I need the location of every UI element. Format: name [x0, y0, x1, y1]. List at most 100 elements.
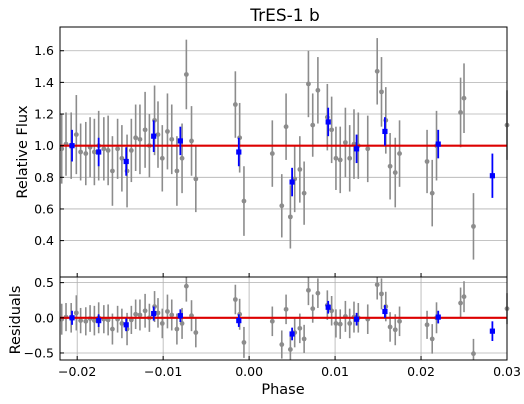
binned-residual-point-11 [489, 328, 495, 334]
raw-residual-point-39 [301, 336, 307, 342]
flux-y-tick-label-0: 0.4 [34, 233, 54, 248]
residuals-raw-series [59, 277, 510, 360]
residuals-axes-frame [59, 276, 508, 361]
raw-residual-point-36 [287, 347, 293, 352]
residuals-y-axis-label: Residuals [8, 286, 24, 355]
flux-x-ticks [76, 273, 508, 277]
binned-flux-point-3 [151, 133, 157, 139]
binned-flux-point-0 [69, 143, 75, 149]
residuals-x-tick-label-2: 0.00 [235, 364, 263, 379]
raw-residual-point-33 [269, 318, 275, 324]
binned-flux-point-4 [177, 138, 183, 144]
raw-residual-point-55 [387, 324, 393, 330]
raw-flux-point-22 [159, 155, 165, 161]
raw-flux-point-4 [78, 149, 84, 155]
residuals-x-tick-label-1: −0.01 [144, 364, 182, 379]
raw-residual-point-58 [424, 322, 430, 328]
flux-y-tick-label-6: 1.6 [34, 43, 54, 58]
raw-flux-point-23 [165, 129, 170, 134]
raw-flux-point-59 [429, 190, 435, 196]
raw-flux-point-27 [183, 72, 189, 77]
raw-residual-point-34 [279, 342, 285, 347]
raw-residual-point-18 [142, 308, 148, 314]
raw-flux-point-16 [133, 135, 139, 141]
raw-flux-point-36 [287, 214, 293, 220]
raw-flux-point-26 [179, 155, 185, 161]
flux-binned-series [69, 107, 495, 198]
raw-residual-point-26 [179, 321, 185, 326]
binned-flux-point-10 [435, 141, 441, 147]
raw-flux-point-17 [137, 136, 143, 142]
binned-residual-point-4 [177, 313, 183, 319]
raw-residual-point-52 [374, 282, 380, 288]
raw-residual-point-46 [337, 321, 343, 327]
raw-flux-point-32 [241, 198, 247, 204]
raw-residual-point-62 [461, 294, 467, 300]
raw-flux-point-13 [119, 155, 125, 161]
raw-flux-point-41 [310, 122, 316, 128]
raw-residual-point-4 [78, 318, 84, 324]
raw-flux-point-42 [315, 87, 321, 93]
raw-residual-point-7 [91, 318, 97, 324]
raw-residual-point-41 [310, 306, 316, 312]
flux-y-tick-label-2: 0.8 [34, 170, 54, 185]
binned-residual-point-1 [96, 318, 102, 324]
raw-flux-point-40 [306, 81, 311, 87]
raw-flux-point-63 [471, 223, 476, 229]
raw-flux-point-52 [374, 68, 380, 74]
binned-residual-point-8 [353, 316, 360, 322]
raw-residual-point-29 [193, 330, 199, 335]
binned-flux-point-2 [123, 158, 129, 165]
raw-residual-point-56 [397, 318, 402, 324]
raw-residual-point-57 [392, 327, 398, 333]
x-axis-label: Phase [261, 382, 304, 398]
flux-y-tick-label-4: 1.2 [34, 107, 54, 122]
raw-flux-point-5 [83, 151, 89, 156]
raw-flux-point-57 [392, 170, 398, 175]
raw-residual-point-3 [73, 310, 79, 316]
raw-residual-point-24 [169, 312, 175, 318]
flux-y-ticks: 0.4 0.6 0.8 1.0 1.2 1.4 1.6 [34, 43, 64, 248]
raw-flux-point-56 [397, 151, 402, 156]
raw-residual-point-30 [232, 297, 238, 302]
binned-flux-point-8 [353, 146, 360, 152]
raw-residual-point-16 [133, 311, 139, 317]
raw-flux-point-21 [155, 132, 161, 137]
raw-flux-point-11 [110, 168, 115, 174]
raw-flux-point-12 [115, 146, 120, 152]
raw-flux-point-46 [337, 157, 343, 163]
raw-flux-point-7 [91, 149, 97, 155]
binned-residual-point-7 [325, 304, 331, 310]
binned-residual-point-10 [435, 314, 441, 320]
residuals-y-tick-label-2: 0.5 [34, 275, 54, 290]
residuals-y-ticks: −0.5 0.0 0.5 [24, 275, 64, 360]
residuals-y-tick-label-0: −0.5 [24, 345, 54, 360]
raw-flux-point-45 [333, 155, 339, 161]
residuals-x-tick-label-3: 0.01 [321, 364, 349, 379]
residuals-panel: −0.5 0.0 0.5 −0.02 −0.01 0.00 0.01 0.02 0.03 Re… [8, 275, 521, 398]
raw-flux-point-38 [297, 167, 303, 172]
flux-panel: 0.4 0.6 0.8 1.0 1.2 1.4 1.6 Relative Flux [15, 26, 510, 278]
raw-flux-point-44 [329, 127, 335, 133]
raw-flux-point-25 [174, 168, 180, 174]
raw-flux-point-3 [73, 132, 79, 137]
raw-residual-point-42 [315, 290, 321, 296]
binned-residual-point-6 [289, 331, 295, 337]
flux-y-tick-label-5: 1.4 [34, 75, 54, 90]
raw-flux-point-53 [379, 89, 384, 95]
raw-residual-point-13 [119, 321, 125, 326]
raw-flux-point-48 [347, 155, 353, 161]
binned-residual-point-3 [151, 310, 157, 317]
raw-flux-point-18 [142, 127, 148, 133]
raw-flux-point-33 [269, 151, 275, 156]
binned-flux-point-7 [325, 119, 331, 125]
raw-flux-point-62 [461, 95, 467, 101]
raw-residual-point-53 [379, 291, 384, 297]
residuals-y-tick-label-1: 0.0 [34, 310, 54, 325]
raw-flux-point-51 [365, 146, 371, 152]
raw-flux-point-9 [101, 146, 107, 152]
binned-flux-point-11 [489, 173, 495, 179]
raw-residual-point-21 [155, 310, 161, 316]
raw-residual-point-5 [83, 318, 89, 324]
